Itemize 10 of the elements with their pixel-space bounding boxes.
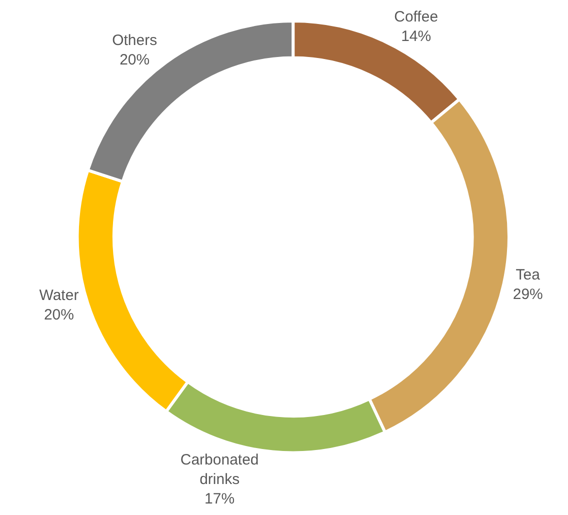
data-label: 20% xyxy=(44,306,74,324)
slice-label: Carbonated drinks xyxy=(180,452,259,488)
data-label: 20% xyxy=(120,52,150,69)
slice-label: Water xyxy=(39,287,79,304)
slice-label: Coffee xyxy=(394,8,438,26)
data-label: 14% xyxy=(401,28,432,45)
data-label: 29% xyxy=(512,286,543,304)
slice-label: Others xyxy=(112,32,158,50)
slice-label: Tea xyxy=(516,266,541,284)
data-label: 17% xyxy=(204,490,235,508)
